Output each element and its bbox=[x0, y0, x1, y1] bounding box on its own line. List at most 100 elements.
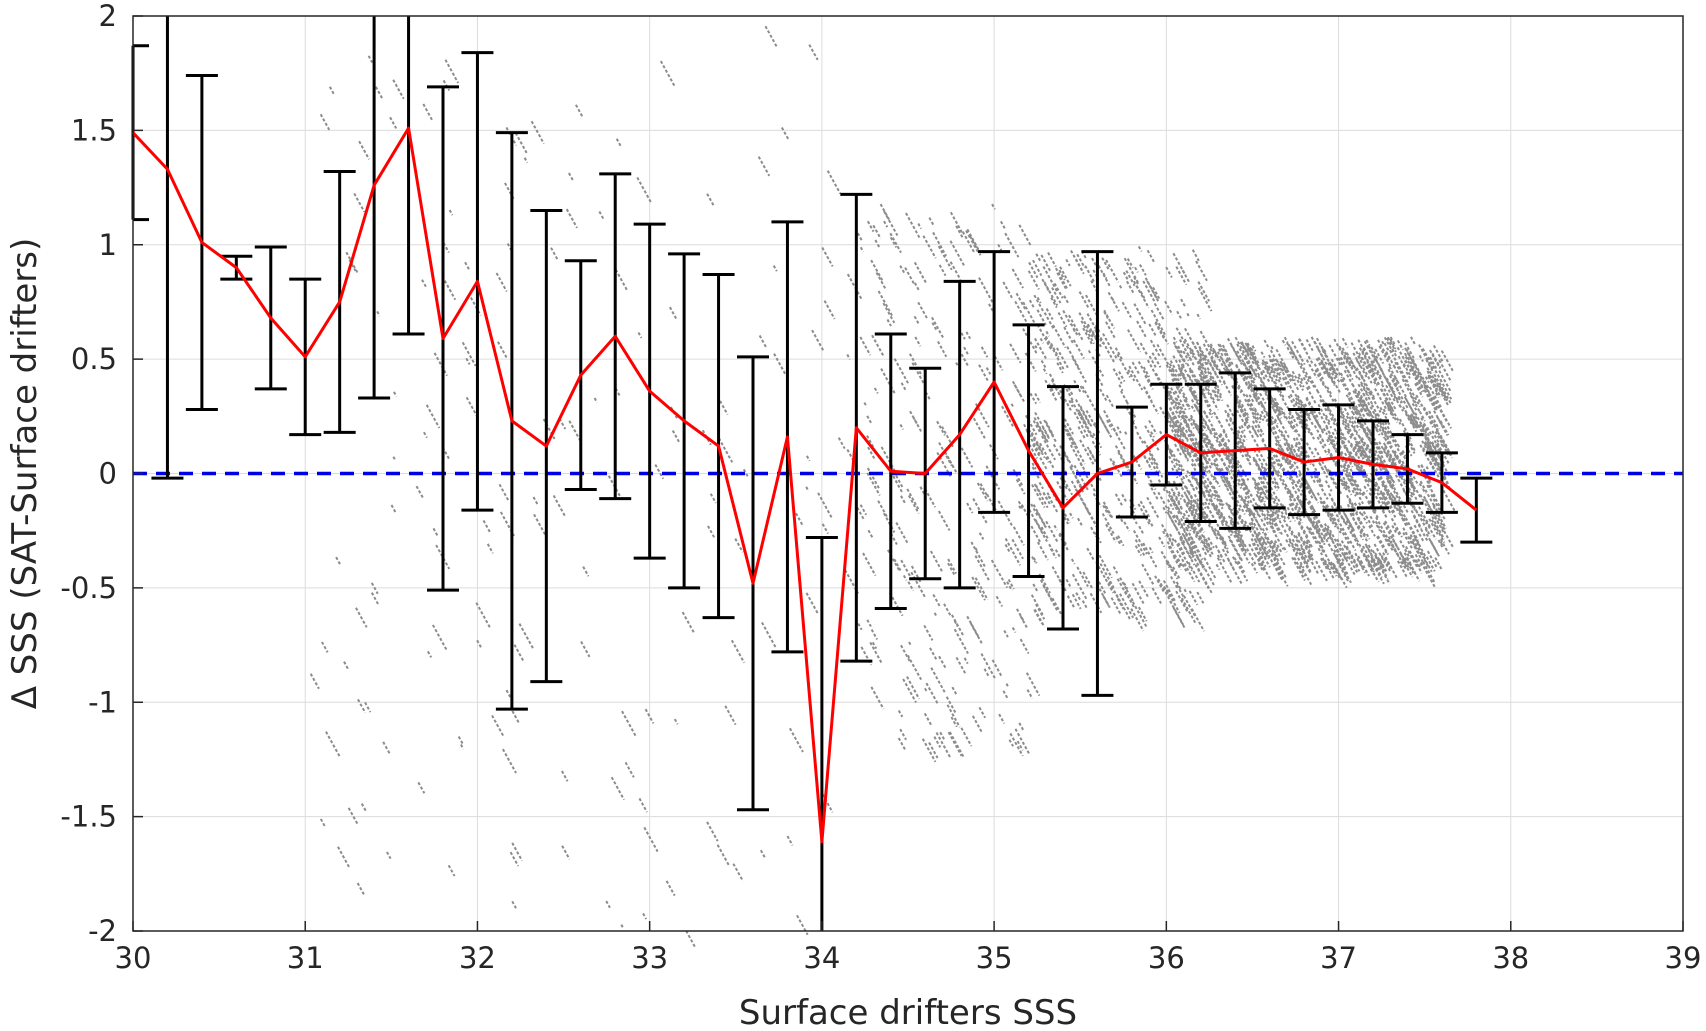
scatter-point bbox=[1182, 534, 1194, 553]
scatter-point bbox=[1039, 442, 1055, 469]
scatter-point bbox=[963, 657, 969, 665]
scatter-point bbox=[1357, 355, 1365, 367]
scatter-point bbox=[1019, 638, 1030, 655]
scatter-point bbox=[859, 246, 865, 253]
scatter-point bbox=[1404, 472, 1417, 492]
scatter-point bbox=[1373, 452, 1380, 463]
scatter-point bbox=[1439, 541, 1444, 547]
scatter-point bbox=[888, 592, 904, 617]
scatter-point bbox=[1391, 379, 1399, 389]
scatter-point bbox=[989, 444, 999, 460]
scatter-point bbox=[367, 55, 374, 64]
scatter-point bbox=[1086, 446, 1097, 463]
scatter-point bbox=[1124, 431, 1129, 437]
scatter-point bbox=[1069, 512, 1074, 519]
scatter-point bbox=[966, 502, 974, 514]
scatter-point bbox=[724, 705, 737, 726]
scatter-point bbox=[1225, 479, 1232, 488]
scatter-point bbox=[1393, 487, 1404, 504]
scatter-point bbox=[911, 362, 926, 386]
scatter-point bbox=[1146, 496, 1160, 519]
scatter-point bbox=[1363, 340, 1378, 363]
scatter-point bbox=[919, 486, 927, 497]
scatter-point bbox=[978, 706, 987, 719]
scatter-point bbox=[893, 358, 910, 385]
scatter-point bbox=[1152, 286, 1161, 300]
scatter-point bbox=[709, 493, 717, 504]
scatter-point bbox=[1266, 456, 1280, 477]
scatter-point bbox=[937, 245, 953, 271]
scatter-point bbox=[1186, 525, 1192, 532]
scatter-point bbox=[1167, 490, 1181, 512]
scatter-point bbox=[1344, 426, 1353, 440]
scatter-point bbox=[469, 297, 482, 316]
scatter-point bbox=[358, 140, 371, 160]
scatter-point bbox=[1385, 337, 1393, 347]
scatter-point bbox=[1221, 548, 1235, 570]
scatter-cluster bbox=[856, 203, 1041, 763]
scatter-point bbox=[1252, 415, 1265, 436]
scatter-point bbox=[614, 269, 629, 292]
scatter-point bbox=[1339, 406, 1345, 414]
scatter-point bbox=[1221, 522, 1228, 533]
scatter-point bbox=[1295, 535, 1306, 552]
scatter-point bbox=[1137, 606, 1148, 622]
scatter-point bbox=[1336, 518, 1352, 544]
scatter-point bbox=[1301, 555, 1312, 573]
scatter-point bbox=[1121, 301, 1132, 319]
scatter-point bbox=[1387, 421, 1392, 427]
scatter-point bbox=[924, 488, 937, 508]
scatter-point bbox=[1241, 482, 1251, 497]
scatter-point bbox=[1396, 339, 1404, 351]
scatter-point bbox=[1342, 553, 1357, 577]
scatter-point bbox=[1244, 356, 1259, 380]
scatter-point bbox=[1215, 563, 1221, 571]
scatter-point bbox=[1150, 456, 1164, 478]
scatter-point bbox=[1004, 544, 1012, 554]
scatter-point bbox=[1249, 509, 1265, 534]
scatter-point bbox=[1024, 414, 1038, 436]
scatter-point bbox=[1370, 559, 1385, 585]
scatter-point bbox=[1402, 504, 1409, 514]
scatter-point bbox=[1354, 512, 1366, 530]
scatter-point bbox=[1104, 578, 1115, 594]
scatter-point bbox=[1174, 397, 1189, 420]
scatter-point bbox=[1281, 377, 1289, 388]
scatter-point bbox=[1098, 554, 1113, 579]
scatter-point bbox=[1353, 534, 1365, 553]
scatter-point bbox=[1213, 493, 1224, 510]
scatter-point bbox=[1291, 370, 1304, 391]
scatter-point bbox=[1251, 420, 1266, 443]
scatter-point bbox=[1189, 347, 1203, 369]
scatter-point bbox=[1373, 543, 1386, 564]
scatter-point bbox=[1389, 492, 1395, 499]
scatter-point bbox=[1153, 302, 1165, 321]
scatter-point bbox=[870, 686, 885, 710]
scatter-point bbox=[1429, 349, 1441, 370]
scatter-point bbox=[1259, 392, 1267, 404]
scatter-point bbox=[869, 641, 883, 664]
scatter-point bbox=[1307, 555, 1312, 561]
scatter-point bbox=[1337, 410, 1350, 431]
scatter-point bbox=[1049, 548, 1057, 559]
scatter-point bbox=[1320, 557, 1328, 570]
scatter-point bbox=[1315, 473, 1323, 483]
scatter-point bbox=[1209, 499, 1221, 516]
scatter-point bbox=[966, 228, 981, 253]
scatter-point bbox=[1032, 557, 1038, 564]
scatter-point bbox=[1295, 516, 1309, 538]
scatter-point bbox=[1070, 399, 1084, 421]
scatter-point bbox=[1348, 428, 1364, 454]
scatter-point bbox=[1137, 360, 1151, 383]
scatter-point bbox=[1319, 500, 1334, 525]
scatter-point bbox=[1263, 339, 1271, 350]
scatter-point bbox=[464, 261, 470, 270]
scatter-point bbox=[1268, 521, 1274, 529]
scatter-point bbox=[1359, 534, 1364, 541]
scatter-point bbox=[1217, 532, 1227, 547]
scatter-point bbox=[1010, 403, 1015, 409]
scatter-point bbox=[1164, 300, 1174, 315]
scatter-point bbox=[1348, 406, 1354, 414]
scatter-point bbox=[1410, 366, 1425, 390]
scatter-point bbox=[1428, 415, 1439, 433]
